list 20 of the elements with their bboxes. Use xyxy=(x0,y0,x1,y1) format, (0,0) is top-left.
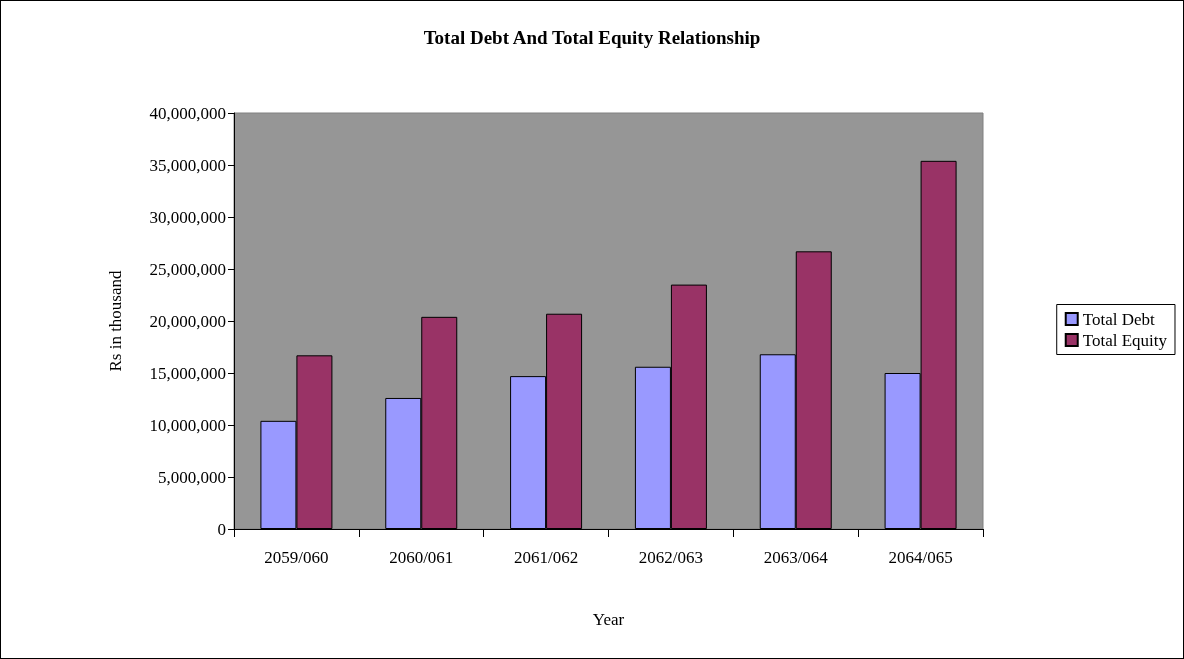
y-tick-label: 0 xyxy=(217,519,226,539)
y-tick-label: 5,000,000 xyxy=(158,467,226,487)
y-tick-label: 15,000,000 xyxy=(149,363,226,383)
y-axis-title: Rs in thousand xyxy=(106,269,125,372)
x-tick-label: 2064/065 xyxy=(888,548,953,567)
x-tick-label: 2063/064 xyxy=(763,548,829,567)
y-tick-label: 20,000,000 xyxy=(149,311,226,331)
legend-label: Total Equity xyxy=(1082,330,1168,350)
y-tick-label: 30,000,000 xyxy=(149,207,226,227)
x-tick-label: 2060/061 xyxy=(389,548,454,567)
y-tick-label: 40,000,000 xyxy=(149,103,226,123)
y-tick-label: 35,000,000 xyxy=(149,155,226,175)
x-tick-label: 2062/063 xyxy=(638,548,704,567)
chart-title: Total Debt And Total Equity Relationship xyxy=(423,27,761,48)
x-axis-title: Year xyxy=(592,610,625,629)
y-tick-label: 10,000,000 xyxy=(149,415,226,435)
x-tick-label: 2059/060 xyxy=(264,548,329,567)
legend-label: Total Debt xyxy=(1082,309,1155,329)
x-tick-label: 2061/062 xyxy=(513,548,579,567)
y-tick-label: 25,000,000 xyxy=(149,259,226,279)
